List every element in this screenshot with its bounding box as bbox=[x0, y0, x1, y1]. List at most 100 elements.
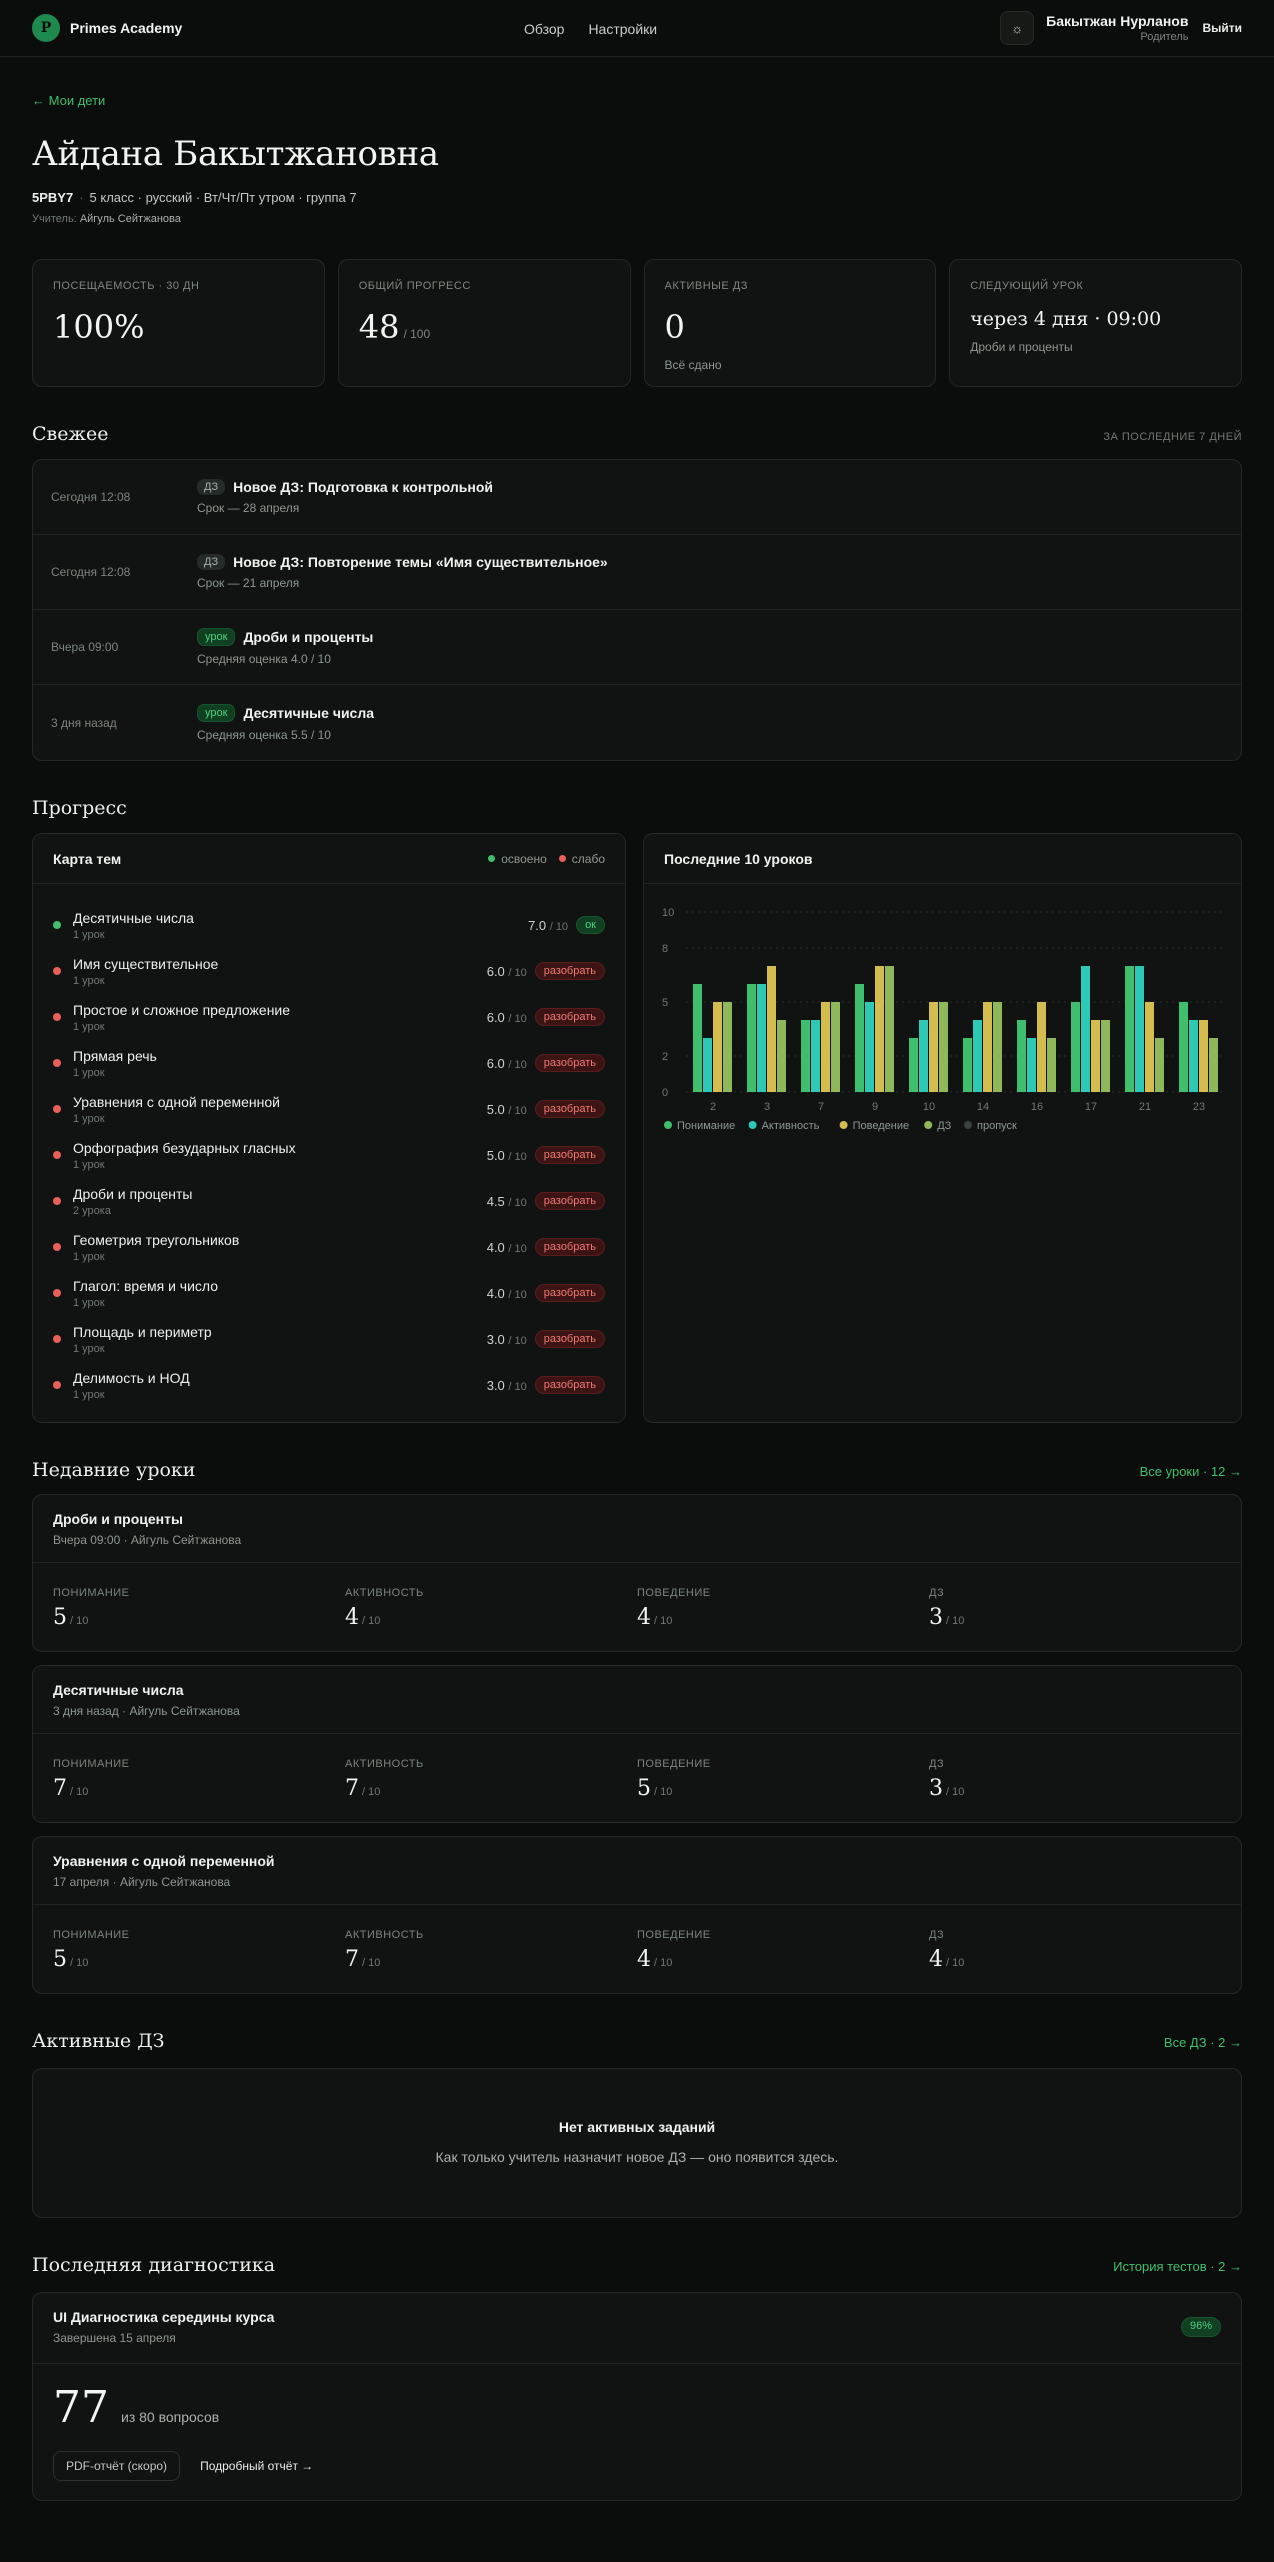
topic-row[interactable]: Имя существительное 1 урок 6.0 / 10 разобра… bbox=[53, 948, 605, 994]
bar-Поведение bbox=[767, 966, 776, 1092]
metric-label: ДЗ bbox=[929, 1587, 945, 1599]
bar-Понимание bbox=[1071, 1002, 1080, 1092]
topic-status-dot bbox=[53, 1335, 61, 1343]
topic-row[interactable]: Простое и сложное предложение 1 урок 6.0 /… bbox=[53, 994, 605, 1040]
topic-status-dot bbox=[53, 1243, 61, 1251]
metric-number: 5 bbox=[637, 1776, 651, 1801]
legend-label: Активность bbox=[762, 1120, 820, 1132]
topic-badge[interactable]: разобрать bbox=[534, 1376, 605, 1394]
legend-label: пропуск bbox=[977, 1120, 1017, 1132]
stat-active-hw: АКТИВНЫЕ ДЗ 0 Всё сдано bbox=[643, 259, 937, 387]
legend-label: ДЗ bbox=[937, 1120, 951, 1132]
feed-time: 3 дня назад bbox=[51, 715, 117, 730]
lesson-metric: АКТИВНОСТЬ 4/ 10 bbox=[345, 1587, 637, 1630]
x-tick-label: 3 bbox=[764, 1101, 770, 1113]
topic-row[interactable]: Глагол: время и число 1 урок 4.0 / 10 разоб… bbox=[53, 1270, 605, 1316]
back-link[interactable]: ← Мои дети bbox=[32, 93, 106, 108]
topic-badge[interactable]: разобрать bbox=[534, 1146, 605, 1164]
legend-swatch bbox=[748, 1121, 757, 1129]
lesson-metric: ПОВЕДЕНИЕ 4/ 10 bbox=[637, 1587, 929, 1630]
topic-row[interactable]: Дроби и проценты 2 урока 4.5 / 10 разобрать bbox=[53, 1178, 605, 1224]
lesson-card[interactable]: Уравнения с одной переменной 17 апреля · … bbox=[32, 1836, 1242, 1994]
x-tick-label: 14 bbox=[977, 1101, 989, 1113]
topic-score-max: / 10 bbox=[508, 1012, 527, 1025]
detailed-report-link[interactable]: Подробный отчёт → bbox=[200, 2459, 314, 2473]
topic-badge[interactable]: разобрать bbox=[534, 1192, 605, 1210]
stat-sub: Дроби и проценты bbox=[970, 340, 1073, 354]
pdf-report-button[interactable]: PDF-отчёт (скоро) bbox=[53, 2451, 181, 2481]
topic-score-value: 6.0 bbox=[486, 1055, 505, 1071]
bar-Понимание bbox=[855, 984, 864, 1092]
metric-value: 4/ 10 bbox=[637, 1947, 929, 1972]
topic-badge[interactable]: разобрать bbox=[534, 1330, 605, 1348]
topic-sub: 1 урок bbox=[73, 1388, 105, 1401]
topic-score-value: 7.0 bbox=[528, 917, 547, 933]
topic-badge[interactable]: разобрать bbox=[534, 1238, 605, 1256]
topic-status-dot bbox=[53, 921, 61, 929]
feed-item[interactable]: Сегодня 12:08 ДЗ Новое ДЗ: Подготовка к к… bbox=[33, 460, 1241, 535]
topic-badge[interactable]: разобрать bbox=[534, 962, 605, 980]
brand[interactable]: P Primes Academy bbox=[32, 14, 182, 42]
metric-label: АКТИВНОСТЬ bbox=[345, 1758, 424, 1770]
lesson-card[interactable]: Десятичные числа 3 дня назад · Айгуль Сей… bbox=[32, 1665, 1242, 1823]
logout-button[interactable]: Выйти bbox=[1202, 21, 1242, 35]
metric-max: / 10 bbox=[362, 1957, 381, 1969]
metric-number: 7 bbox=[345, 1776, 359, 1801]
feed-item[interactable]: Вчера 09:00 урок Дроби и проценты Средняя… bbox=[33, 610, 1241, 685]
topic-badge[interactable]: разобрать bbox=[534, 1284, 605, 1302]
stat-label: СЛЕДУЮЩИЙ УРОК bbox=[970, 280, 1084, 292]
diagnostic-sub: Завершена 15 апреля bbox=[53, 2331, 176, 2345]
feed-time: Сегодня 12:08 bbox=[51, 565, 131, 579]
metric-label: ПОНИМАНИЕ bbox=[53, 1587, 130, 1599]
nav-settings[interactable]: Настройки bbox=[588, 20, 658, 37]
feed-item[interactable]: Сегодня 12:08 ДЗ Новое ДЗ: Повторение тем… bbox=[33, 535, 1241, 610]
stat-label: ОБЩИЙ ПРОГРЕСС bbox=[358, 280, 471, 292]
topic-row[interactable]: Площадь и периметр 1 урок 3.0 / 10 разобрат… bbox=[53, 1316, 605, 1362]
lesson-meta: Вчера 09:00 · Айгуль Сейтжанова bbox=[53, 1533, 242, 1547]
metric-number: 7 bbox=[345, 1947, 359, 1972]
lesson-metric: АКТИВНОСТЬ 7/ 10 bbox=[345, 1758, 637, 1801]
topic-row[interactable]: Прямая речь 1 урок 6.0 / 10 разобрать bbox=[53, 1040, 605, 1086]
hw-tag: ДЗ bbox=[197, 479, 226, 495]
feed-sub: Срок — 21 апреля bbox=[197, 576, 300, 590]
topic-score-value: 5.0 bbox=[486, 1147, 505, 1163]
nav-overview[interactable]: Обзор bbox=[524, 20, 565, 37]
topic-name: Десятичные числа bbox=[73, 909, 194, 926]
topic-row[interactable]: Геометрия треугольников 1 урок 4.0 / 10 раз… bbox=[53, 1224, 605, 1270]
lesson-metric: ПОНИМАНИЕ 5/ 10 bbox=[53, 1929, 345, 1972]
metric-label: АКТИВНОСТЬ bbox=[345, 1929, 424, 1941]
stat-label: АКТИВНЫЕ ДЗ bbox=[664, 280, 748, 292]
bar-Понимание bbox=[963, 1038, 972, 1092]
test-history-link[interactable]: История тестов · 2 → bbox=[1113, 2259, 1242, 2274]
topic-score: 7.0 / 10 bbox=[528, 918, 568, 933]
all-hw-link[interactable]: Все ДЗ · 2 → bbox=[1163, 2035, 1242, 2050]
topic-score-value: 3.0 bbox=[486, 1331, 505, 1347]
stat-attendance: ПОСЕЩАЕМОСТЬ · 30 ДН 100% bbox=[32, 259, 325, 387]
bar-Активность bbox=[973, 1020, 982, 1092]
stat-value: 100% bbox=[53, 308, 145, 346]
y-tick-label: 5 bbox=[662, 997, 668, 1009]
topic-row[interactable]: Уравнения с одной переменной 1 урок 5.0 / … bbox=[53, 1086, 605, 1132]
topic-row[interactable]: Делимость и НОД 1 урок 3.0 / 10 разобрать bbox=[53, 1362, 605, 1408]
topic-score-max: / 10 bbox=[508, 1104, 527, 1117]
topic-badge[interactable]: разобрать bbox=[534, 1100, 605, 1118]
feed-item[interactable]: 3 дня назад урок Десятичные числа Средняя… bbox=[33, 685, 1241, 760]
score-sub: из 80 вопросов bbox=[121, 2409, 220, 2425]
topic-badge[interactable]: разобрать bbox=[534, 1054, 605, 1072]
all-lessons-link[interactable]: Все уроки · 12 → bbox=[1139, 1464, 1242, 1479]
y-tick-label: 0 bbox=[662, 1087, 668, 1099]
lesson-card[interactable]: Дроби и проценты Вчера 09:00 · Айгуль Сей… bbox=[32, 1494, 1242, 1652]
panel-title: Последние 10 уроков bbox=[664, 850, 813, 867]
diagnostic-percent-badge: 96% bbox=[1180, 2317, 1221, 2337]
fresh-header: Свежее ЗА ПОСЛЕДНИЕ 7 ДНЕЙ bbox=[32, 423, 1242, 445]
bar-Поведение bbox=[1091, 1020, 1100, 1092]
theme-toggle-button[interactable]: ☼ bbox=[1000, 11, 1035, 45]
metric-number: 5 bbox=[53, 1605, 67, 1630]
topic-score: 5.0 / 10 bbox=[487, 1148, 527, 1163]
lesson-metric: ПОВЕДЕНИЕ 5/ 10 bbox=[637, 1758, 929, 1801]
topic-badge[interactable]: разобрать bbox=[534, 1008, 605, 1026]
bar-Понимание bbox=[747, 984, 756, 1092]
topic-row[interactable]: Десятичные числа 1 урок 7.0 / 10 ок bbox=[53, 902, 605, 948]
metric-value: 7/ 10 bbox=[53, 1776, 345, 1801]
topic-row[interactable]: Орфография безударных гласных 1 урок 5.0 /… bbox=[53, 1132, 605, 1178]
